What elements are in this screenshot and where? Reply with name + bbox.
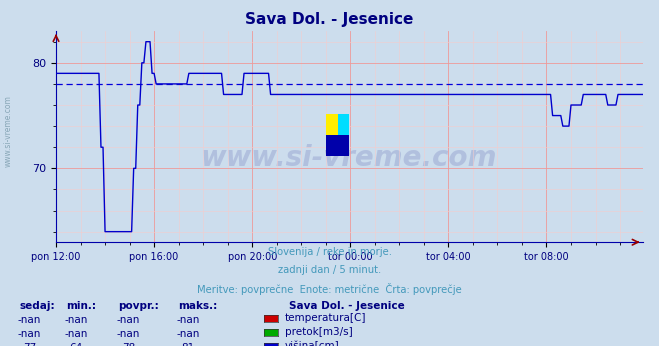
Text: povpr.:: povpr.:: [119, 301, 159, 311]
Text: Sava Dol. - Jesenice: Sava Dol. - Jesenice: [245, 12, 414, 27]
Text: zadnji dan / 5 minut.: zadnji dan / 5 minut.: [278, 265, 381, 275]
Text: www.si-vreme.com: www.si-vreme.com: [3, 95, 13, 167]
Text: maks.:: maks.:: [178, 301, 217, 311]
Text: 77: 77: [23, 343, 36, 346]
Text: 81: 81: [181, 343, 194, 346]
Text: Meritve: povprečne  Enote: metrične  Črta: povprečje: Meritve: povprečne Enote: metrične Črta:…: [197, 283, 462, 295]
Text: min.:: min.:: [66, 301, 96, 311]
Text: Sava Dol. - Jesenice: Sava Dol. - Jesenice: [289, 301, 405, 311]
Text: 64: 64: [69, 343, 82, 346]
Text: temperatura[C]: temperatura[C]: [285, 313, 366, 323]
Text: -nan: -nan: [176, 315, 200, 325]
Text: -nan: -nan: [64, 329, 88, 339]
Text: www.si-vreme.com: www.si-vreme.com: [201, 144, 498, 172]
Text: višina[cm]: višina[cm]: [285, 341, 339, 346]
Text: -nan: -nan: [117, 315, 140, 325]
Text: pretok[m3/s]: pretok[m3/s]: [285, 327, 353, 337]
Text: -nan: -nan: [18, 329, 42, 339]
Text: sedaj:: sedaj:: [20, 301, 55, 311]
Text: -nan: -nan: [64, 315, 88, 325]
Text: -nan: -nan: [176, 329, 200, 339]
Text: 78: 78: [122, 343, 135, 346]
Text: Slovenija / reke in morje.: Slovenija / reke in morje.: [268, 247, 391, 257]
Text: -nan: -nan: [117, 329, 140, 339]
Text: -nan: -nan: [18, 315, 42, 325]
